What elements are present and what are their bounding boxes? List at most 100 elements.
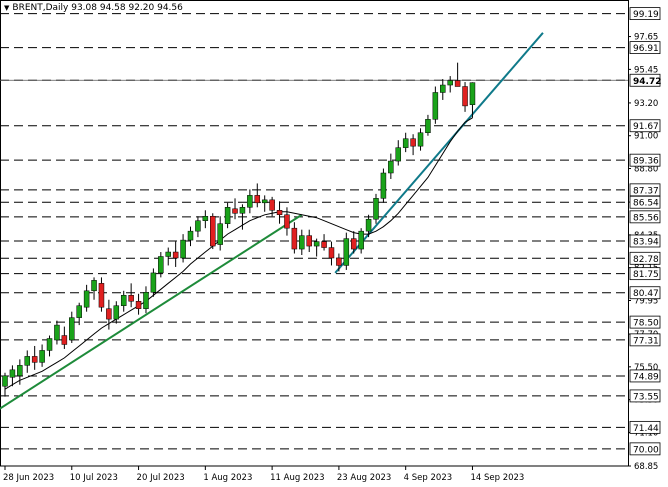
candle-body	[425, 119, 431, 133]
candle-body	[232, 208, 238, 214]
level-label-box	[629, 234, 661, 248]
level-label-box	[629, 195, 661, 209]
x-tick-label: 23 Aug 2023	[337, 473, 391, 483]
candle-body	[358, 230, 364, 250]
candle-body	[24, 356, 31, 366]
level-label: 85.56	[633, 213, 659, 223]
level-label-box	[629, 442, 661, 456]
level-label: 71.44	[633, 424, 659, 434]
candle-body	[202, 215, 209, 221]
candle-body	[98, 283, 105, 308]
candle-body	[17, 365, 23, 377]
level-label: 91.67	[633, 122, 659, 132]
candle-body	[440, 84, 446, 93]
level-label-box	[629, 267, 661, 281]
trendline	[0, 213, 303, 410]
y-tick-label: 79.95	[634, 296, 658, 306]
y-tick-label: 95.45	[634, 65, 658, 75]
candle-body	[291, 227, 298, 250]
candle-body	[9, 369, 16, 378]
candle-body	[210, 215, 216, 247]
level-label-box	[629, 7, 661, 21]
candle-body	[128, 295, 134, 302]
header-text: BRENT,Daily 93.08 94.58 92.20 94.56	[12, 3, 183, 13]
candle-body	[247, 195, 253, 208]
candle-body	[269, 199, 275, 211]
candle-body	[135, 300, 142, 309]
y-tick-label: 88.80	[634, 165, 658, 175]
level-label: 96.91	[633, 44, 659, 54]
level-label-box	[629, 315, 661, 329]
trendline	[334, 32, 544, 274]
candle-body	[54, 324, 60, 341]
candle-body	[143, 292, 149, 309]
y-tick-label: 68.85	[634, 462, 658, 472]
candle-body	[373, 198, 379, 220]
candle-body	[299, 235, 305, 250]
candle-body	[46, 338, 53, 351]
level-label: 70.00	[633, 445, 659, 455]
level-label: 86.54	[633, 199, 659, 209]
candle-body	[343, 238, 350, 266]
candle-body	[217, 223, 223, 245]
candle-body	[158, 256, 164, 274]
x-tick-label: 28 Jun 2023	[3, 473, 54, 483]
level-label-box	[629, 333, 661, 347]
level-label-box	[629, 73, 661, 87]
x-tick-label: 10 Jul 2023	[70, 473, 118, 483]
symbol-dropdown-icon[interactable]: ▼	[4, 4, 10, 12]
level-label: 89.36	[633, 157, 659, 167]
level-label-box	[629, 420, 661, 434]
level-label: 74.89	[633, 372, 659, 382]
candle-body	[261, 199, 268, 204]
candle-body	[83, 290, 90, 308]
level-label-box	[629, 389, 661, 403]
candle-body	[402, 138, 409, 148]
candle-body	[254, 195, 261, 204]
chart-header: ▼ BRENT,Daily 93.08 94.58 92.20 94.56	[4, 3, 183, 13]
candle-body	[469, 82, 476, 105]
level-label-box	[629, 286, 661, 300]
candle-body	[239, 207, 246, 214]
candle-body	[306, 235, 312, 247]
candle-body	[350, 238, 357, 250]
moving-average-line	[4, 117, 473, 390]
y-tick-label: 93.20	[634, 99, 658, 109]
candle-body	[276, 210, 283, 216]
candle-body	[395, 147, 402, 162]
candle-body	[417, 132, 424, 147]
level-label: 82.78	[633, 255, 659, 265]
candle-body	[172, 251, 179, 259]
candle-body	[336, 257, 342, 266]
y-tick-label: 91.00	[634, 132, 658, 142]
level-label-box	[629, 210, 661, 224]
y-tick-label: 75.50	[634, 363, 658, 373]
candle-body	[447, 80, 453, 86]
candle-body	[113, 305, 120, 320]
candle-body	[106, 308, 112, 320]
level-label-box	[629, 41, 661, 55]
candle-body	[39, 350, 45, 363]
level-label: 83.94	[633, 237, 659, 247]
level-label: 87.37	[633, 186, 659, 196]
candle-body	[150, 272, 157, 293]
level-label: 73.55	[633, 392, 659, 402]
candle-body	[2, 375, 8, 387]
candle-body	[69, 317, 75, 341]
candle-body	[462, 86, 468, 107]
candle-body	[180, 239, 186, 259]
level-label: 77.31	[633, 336, 659, 346]
candle-body	[165, 251, 171, 257]
level-label-box	[629, 153, 661, 167]
candle-body	[454, 80, 461, 87]
candle-body	[120, 295, 127, 306]
candle-body	[91, 280, 97, 292]
y-tick-label: 97.65	[634, 33, 658, 43]
candle-body	[321, 241, 327, 248]
candle-body	[432, 92, 439, 120]
level-label-box	[629, 369, 661, 383]
level-label: 78.50	[633, 319, 659, 329]
candle-body	[31, 356, 38, 363]
level-label: 94.72	[633, 77, 661, 87]
